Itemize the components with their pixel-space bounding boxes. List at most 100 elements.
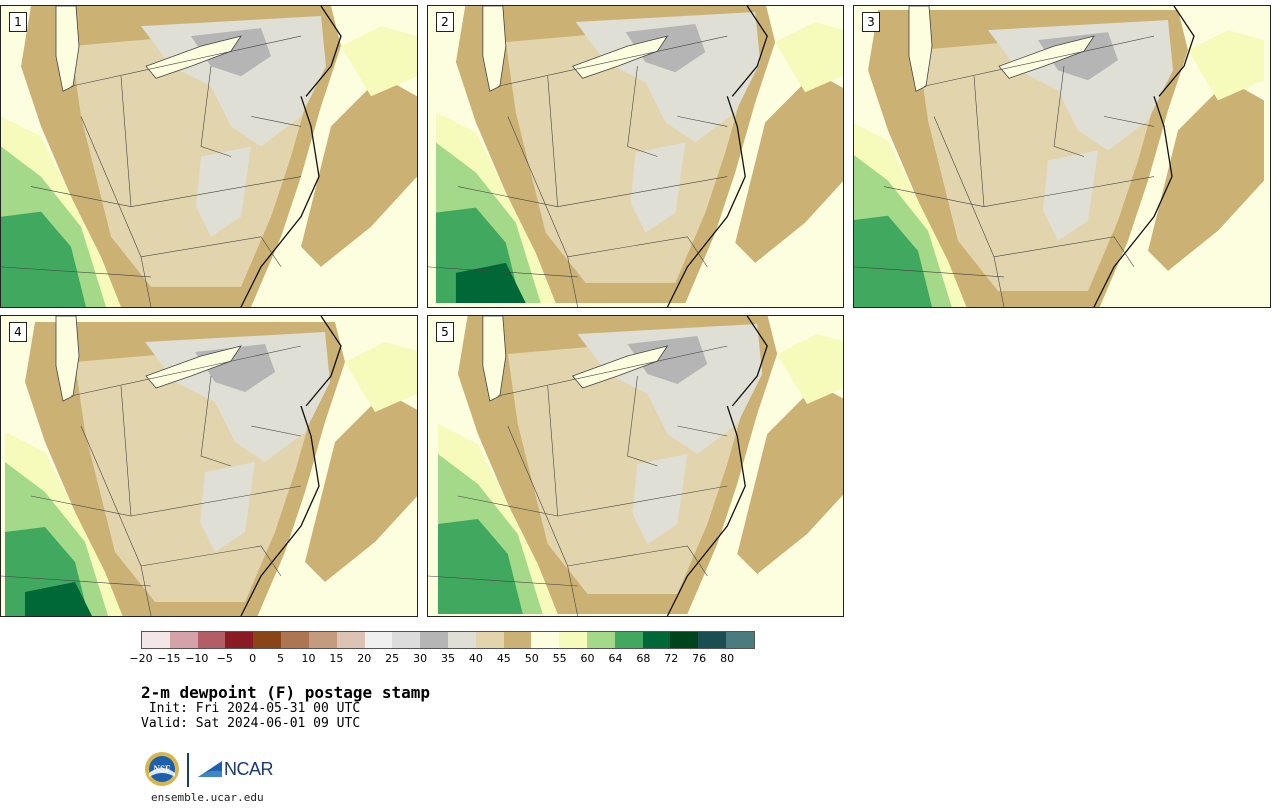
valid-time: Valid: Sat 2024-06-01 09 UTC bbox=[141, 716, 361, 731]
dewpoint-region bbox=[437, 519, 523, 614]
state-border bbox=[933, 116, 1005, 307]
dewpoint-region bbox=[191, 28, 271, 77]
dewpoint-region bbox=[1, 211, 86, 307]
colorbar-tick-label: 15 bbox=[329, 652, 344, 665]
panel-number-label: 1 bbox=[9, 12, 27, 32]
colorbar-swatch bbox=[281, 632, 309, 648]
dewpoint-region bbox=[575, 12, 761, 143]
state-border bbox=[1, 575, 152, 587]
state-border bbox=[130, 176, 302, 207]
nsf-logo-icon: NSF bbox=[145, 752, 179, 786]
dewpoint-region bbox=[577, 324, 763, 454]
colorbar-swatch bbox=[503, 632, 532, 648]
dewpoint-region bbox=[737, 384, 843, 574]
colorbar-tick-label: 40 bbox=[468, 652, 483, 665]
state-border bbox=[1103, 116, 1155, 127]
colorbar-swatch bbox=[420, 632, 448, 648]
map-panel-4: 4 bbox=[0, 315, 418, 617]
colorbar-swatch bbox=[447, 632, 476, 648]
map-panel-5: 5 bbox=[427, 315, 844, 617]
state-border bbox=[557, 485, 728, 517]
state-border bbox=[677, 116, 728, 127]
state-border bbox=[627, 375, 658, 467]
colorbar-tick-label: −20 bbox=[129, 652, 153, 665]
colorbar-tick-label: −10 bbox=[185, 652, 209, 665]
chart-title: 2-m dewpoint (F) postage stamp bbox=[141, 683, 430, 702]
state-border bbox=[120, 385, 132, 517]
state-border bbox=[507, 116, 578, 307]
coastline bbox=[1093, 96, 1173, 307]
colorbar-tick-label: 5 bbox=[277, 652, 285, 665]
dewpoint-region bbox=[25, 582, 92, 616]
coastline bbox=[731, 6, 768, 97]
dewpoint-region bbox=[988, 20, 1173, 151]
state-border bbox=[567, 545, 708, 577]
state-border bbox=[547, 76, 558, 207]
state-border bbox=[140, 236, 282, 268]
coastline bbox=[305, 316, 342, 407]
panel-number-label: 2 bbox=[436, 12, 454, 32]
colorbar-swatch bbox=[559, 632, 587, 648]
coastline bbox=[666, 405, 746, 616]
colorbar-tick-label: 76 bbox=[692, 652, 707, 665]
dewpoint-region bbox=[301, 76, 417, 267]
state-border bbox=[854, 266, 1005, 278]
colorbar-tick-label: 60 bbox=[580, 652, 595, 665]
coastline bbox=[666, 96, 746, 307]
colorbar-swatch bbox=[364, 632, 393, 648]
state-border bbox=[507, 425, 578, 616]
lake-outline bbox=[482, 6, 507, 92]
state-border bbox=[200, 375, 232, 467]
coastline bbox=[240, 96, 320, 307]
colorbar-tick-label: −5 bbox=[216, 652, 233, 665]
state-border bbox=[80, 116, 152, 307]
panel-number-label: 5 bbox=[436, 322, 454, 342]
state-border bbox=[250, 116, 302, 127]
colorbar-swatch bbox=[698, 632, 727, 648]
state-border bbox=[497, 35, 728, 87]
colorbar-tick-label: 10 bbox=[301, 652, 316, 665]
state-border bbox=[30, 186, 132, 207]
state-border bbox=[30, 495, 132, 517]
colorbar-tick-label: 55 bbox=[552, 652, 567, 665]
colorbar-swatch bbox=[531, 632, 560, 648]
panel-number-label: 4 bbox=[9, 322, 27, 342]
state-border bbox=[457, 186, 558, 207]
colorbar-tick-label: 45 bbox=[496, 652, 511, 665]
dewpoint-region bbox=[630, 142, 686, 233]
colorbar-tick-labels: −20 −15 −10 −5 0 5 10 15 20 25 30 35 40 45 50 55 60 64 68 7… bbox=[129, 652, 755, 666]
dewpoint-region bbox=[141, 16, 326, 147]
state-border bbox=[627, 66, 658, 157]
colorbar-swatch bbox=[392, 632, 421, 648]
map-panel-3: 3 bbox=[853, 5, 1271, 308]
state-border bbox=[250, 425, 302, 437]
nsf-logo-text: NSF bbox=[153, 764, 171, 774]
colorbar-swatch bbox=[726, 632, 754, 648]
state-border bbox=[983, 176, 1155, 207]
colorbar-tick-label: 68 bbox=[636, 652, 651, 665]
ncar-logo-text: NCAR bbox=[224, 759, 274, 779]
colorbar-swatch bbox=[336, 632, 365, 648]
ncar-logo-icon bbox=[198, 761, 222, 777]
init-time: Init: Fri 2024-05-31 00 UTC bbox=[141, 701, 361, 716]
dewpoint-map-5 bbox=[428, 316, 843, 616]
dewpoint-region bbox=[735, 72, 843, 263]
dewpoint-region bbox=[196, 146, 251, 237]
colorbar-tick-label: 50 bbox=[524, 652, 539, 665]
dewpoint-region bbox=[305, 392, 417, 582]
state-border bbox=[883, 186, 985, 207]
dewpoint-map-2 bbox=[428, 6, 843, 307]
panel-number-label: 3 bbox=[862, 12, 880, 32]
colorbar-swatch bbox=[253, 632, 282, 648]
colorbar-tick-label: 72 bbox=[664, 652, 679, 665]
state-border bbox=[70, 35, 302, 87]
coastline bbox=[731, 316, 768, 407]
state-border bbox=[1053, 66, 1085, 157]
dewpoint-map-3 bbox=[854, 6, 1270, 307]
state-border bbox=[567, 236, 708, 268]
state-border bbox=[677, 425, 728, 437]
colorbar-tick-label: −15 bbox=[157, 652, 181, 665]
colorbar-swatch bbox=[225, 632, 254, 648]
dewpoint-map-1 bbox=[1, 6, 417, 307]
colorbar-swatch bbox=[670, 632, 699, 648]
